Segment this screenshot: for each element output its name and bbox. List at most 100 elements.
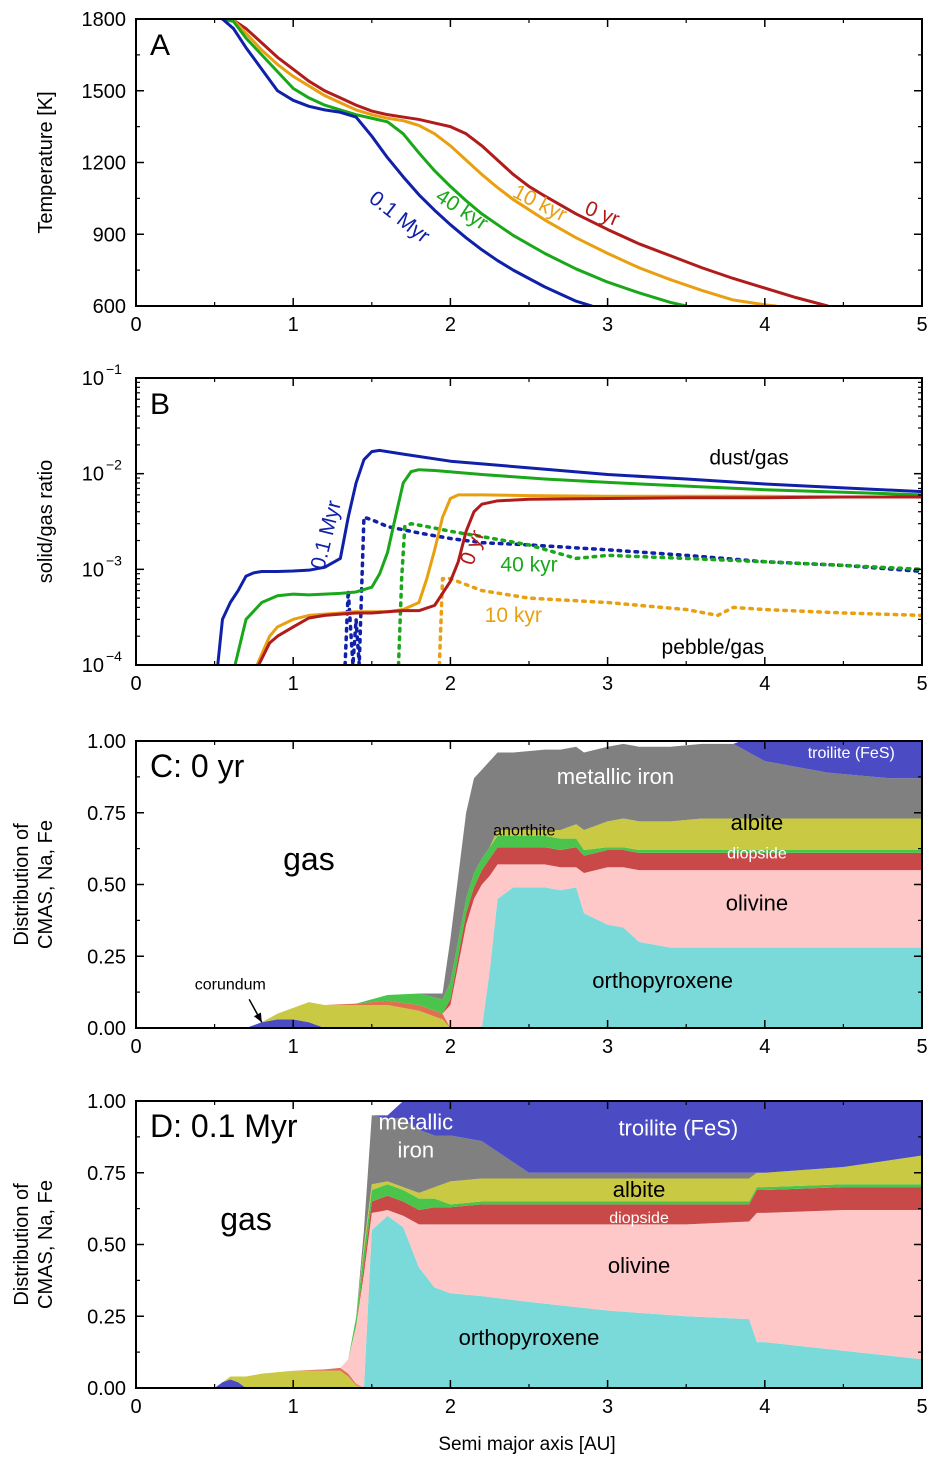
series-0-1-myr	[216, 448, 922, 665]
series-40-kyr	[220, 19, 688, 306]
x-tick-label: 4	[759, 1396, 770, 1418]
series-label-10-kyr: 10 kyr	[485, 604, 542, 627]
plot-area	[216, 448, 922, 665]
y-axis-label: Temperature [K]	[35, 91, 57, 233]
annotation-pebble-gas: pebble/gas	[662, 636, 765, 659]
panel-title: B	[150, 388, 170, 421]
y-axis-label: CMAS, Na, Fe	[35, 1180, 57, 1309]
x-tick-label: 2	[445, 673, 456, 695]
series-0-yr	[257, 495, 922, 665]
label-olivine: olivine	[726, 890, 788, 915]
y-tick-label: 0.75	[87, 803, 126, 825]
label-olivine: olivine	[608, 1253, 670, 1278]
x-tick-label: 5	[916, 1036, 927, 1058]
series-10-kyr	[220, 19, 778, 306]
panel-c: orthopyroxene olivine diopside anorthite alb…	[11, 731, 928, 1058]
y-tick-label: 10	[82, 559, 104, 581]
y-tick-label: 0.25	[87, 1306, 126, 1328]
y-tick-exponent: −3	[106, 552, 122, 568]
y-tick-label: 0.50	[87, 875, 126, 897]
series-label-10-kyr: 10 kyr	[509, 180, 570, 226]
label-anorthite: anorthite	[493, 823, 555, 840]
y-tick-label: 1200	[82, 153, 127, 175]
plot-area	[136, 1101, 922, 1388]
series-0-1-myr-pebble	[343, 515, 922, 665]
x-tick-label: 3	[602, 673, 613, 695]
y-tick-label: 0.50	[87, 1235, 126, 1257]
y-tick-label: 0.00	[87, 1018, 126, 1040]
x-tick-label: 3	[602, 1036, 613, 1058]
area-melilite	[136, 1370, 922, 1388]
area-diopside	[136, 847, 922, 1028]
area-metallic-iron	[136, 743, 922, 1028]
x-tick-label: 0	[130, 1036, 141, 1058]
annotation-dust-gas: dust/gas	[709, 446, 788, 469]
y-tick-exponent: −2	[106, 457, 122, 473]
label-diopside: diopside	[609, 1210, 669, 1227]
panel-title: C: 0 yr	[150, 748, 245, 784]
series-label-0-1-myr: 0.1 Myr	[307, 498, 346, 572]
plot-frame	[135, 18, 923, 307]
y-tick-label: 1500	[82, 81, 127, 103]
area-diopside	[136, 1187, 922, 1388]
x-tick-label: 5	[916, 673, 927, 695]
x-tick-label: 4	[759, 314, 770, 336]
panel-title: D: 0.1 Myr	[150, 1108, 298, 1144]
x-tick-label: 0	[130, 314, 141, 336]
x-tick-label: 1	[288, 314, 299, 336]
y-tick-label: 0.75	[87, 1163, 126, 1185]
y-tick-label: 0.25	[87, 946, 126, 968]
y-axis-label: Distribution of	[11, 823, 33, 946]
series-0-yr	[220, 19, 830, 306]
y-tick-label: 10	[82, 464, 104, 486]
series-40-kyr-pebble	[396, 521, 922, 665]
y-tick-exponent: −1	[106, 361, 122, 377]
y-tick-label: 10	[82, 368, 104, 390]
label-troilite-fes-: troilite (FeS)	[808, 745, 895, 762]
y-tick-label: 600	[93, 296, 126, 318]
y-tick-exponent: −4	[106, 648, 122, 664]
x-tick-label: 3	[602, 314, 613, 336]
y-tick-label: 0.00	[87, 1378, 126, 1400]
x-tick-label: 5	[916, 314, 927, 336]
y-tick-label: 1800	[82, 9, 127, 31]
x-tick-label: 5	[916, 1396, 927, 1418]
label-gas: gas	[283, 841, 335, 877]
series-10-kyr-pebble	[437, 576, 922, 665]
label-albite: albite	[731, 810, 784, 835]
x-tick-label: 2	[445, 1396, 456, 1418]
y-tick-label: 1.00	[87, 731, 126, 753]
y-tick-label: 900	[93, 224, 126, 246]
series-label-0-1-myr: 0.1 Myr	[365, 187, 434, 248]
series-10-kyr	[255, 493, 922, 665]
x-tick-label: 2	[445, 314, 456, 336]
y-axis-label: solid/gas ratio	[35, 460, 57, 583]
area-albite	[136, 818, 922, 1028]
area-troilite-fes-	[136, 1101, 922, 1388]
series-label-0-yr: 0 yr	[582, 197, 623, 231]
label-orthopyroxene: orthopyroxene	[592, 968, 733, 993]
panel-title: A	[150, 29, 170, 62]
corundum-arrow-head	[253, 1012, 262, 1023]
x-tick-label: 0	[130, 1396, 141, 1418]
area-olivine	[136, 864, 922, 1028]
label-line: iron	[397, 1138, 434, 1163]
plot-area	[220, 19, 830, 306]
label-corundum: corundum	[195, 976, 266, 993]
x-tick-label: 1	[288, 1396, 299, 1418]
x-tick-label: 4	[759, 1036, 770, 1058]
x-tick-label: 0	[130, 673, 141, 695]
y-axis-label: Distribution of	[11, 1183, 33, 1306]
area-olivine	[136, 1210, 922, 1388]
label-metallic-iron: metallic iron	[557, 764, 674, 789]
y-tick-label: 1.00	[87, 1091, 126, 1113]
x-tick-label: 1	[288, 673, 299, 695]
area-troilite-fes-	[136, 741, 922, 1028]
label-albite: albite	[613, 1177, 666, 1202]
label-gas: gas	[220, 1201, 272, 1237]
series-label-40-kyr: 40 kyr	[432, 184, 492, 234]
label-diopside: diopside	[727, 846, 787, 863]
